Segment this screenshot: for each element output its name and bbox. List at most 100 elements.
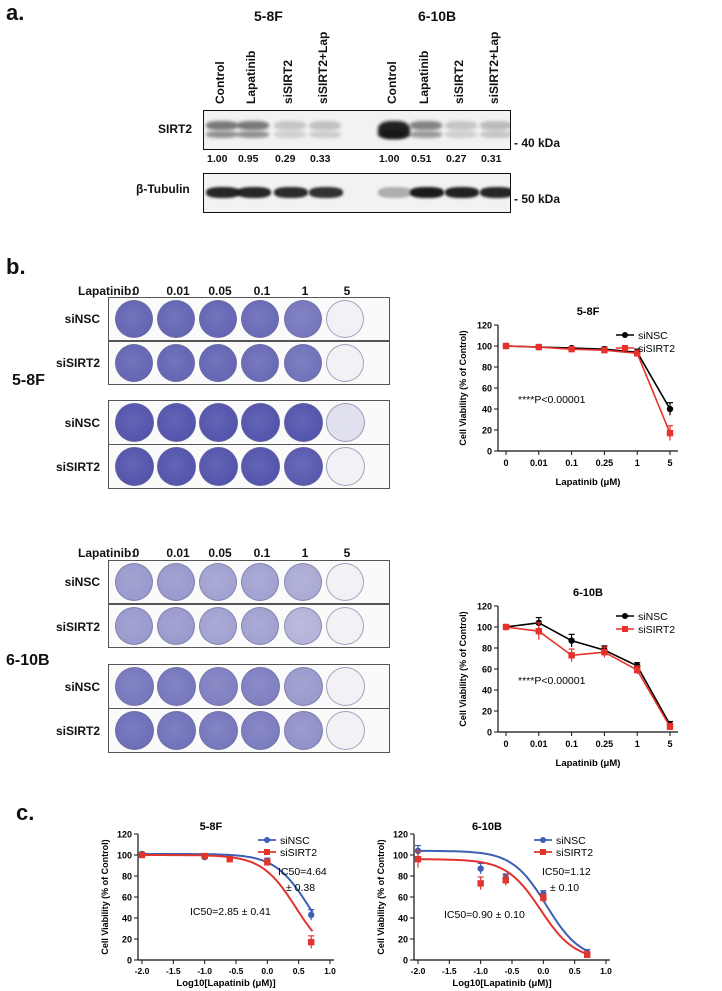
y-tick-label: 60 <box>482 665 492 675</box>
colony-well <box>326 667 365 706</box>
x-tick-label: 0.25 <box>596 458 614 468</box>
colony-well <box>284 344 322 382</box>
y-axis-label: Cell Viability (% of Control) <box>376 839 386 954</box>
x-axis-label: Log10[Lapatinib (μM)] <box>452 978 551 989</box>
colony-well <box>157 344 195 382</box>
lane-label: siSIRT2+Lap <box>487 31 501 104</box>
data-point-siSIRT2 <box>601 347 608 354</box>
legend-marker <box>540 837 546 843</box>
y-tick-label: 0 <box>487 728 492 738</box>
significance-annotation: ****P<0.00001 <box>518 675 586 687</box>
x-tick-label: 5 <box>667 458 672 468</box>
data-point-siNSC <box>666 405 674 413</box>
x-tick-label: 0.0 <box>537 966 549 976</box>
row-label: siNSC <box>64 416 100 430</box>
colony-well <box>199 711 238 750</box>
colony-well <box>326 447 365 486</box>
sirt2-band-lower <box>309 131 341 138</box>
y-tick-label: 80 <box>122 872 132 882</box>
row-label: siSIRT2 <box>55 724 100 738</box>
legend-label: siNSC <box>556 835 586 847</box>
data-point-siSIRT2 <box>601 649 608 656</box>
data-point-siSIRT2 <box>264 859 271 866</box>
row-label: siNSC <box>64 575 100 589</box>
x-tick-label: 1 <box>635 739 640 749</box>
sirt2-band <box>445 121 477 130</box>
y-tick-label: 60 <box>398 893 408 903</box>
x-tick-label: -1.0 <box>197 966 212 976</box>
quant-value: 0.31 <box>481 153 502 165</box>
legend-marker <box>540 849 546 855</box>
data-point-siSIRT2 <box>308 938 315 946</box>
row-label: siNSC <box>64 312 100 326</box>
colony-well <box>157 300 195 338</box>
bottom-dose: 0 <box>132 546 140 560</box>
panel-b-letter: b. <box>6 254 26 279</box>
x-tick-label: 1.0 <box>600 966 612 976</box>
sirt2-band <box>410 121 442 130</box>
colony-well <box>199 403 238 442</box>
tubulin-band <box>378 187 412 198</box>
y-tick-label: 40 <box>398 914 408 924</box>
y-tick-label: 80 <box>482 644 492 654</box>
colony-well <box>326 344 364 382</box>
y-tick-label: 20 <box>398 935 408 945</box>
row-label: siSIRT2 <box>55 460 100 474</box>
colony-well <box>115 344 153 382</box>
data-point-siNSC <box>477 865 484 872</box>
x-tick-label: -1.5 <box>442 966 457 976</box>
x-tick-label: 5 <box>667 739 672 749</box>
tubulin-band <box>237 187 271 198</box>
colony-well <box>157 711 196 750</box>
x-tick-label: 0.5 <box>293 966 305 976</box>
legend-marker <box>264 849 270 855</box>
colony-well <box>199 607 237 645</box>
chart-title: 5-8F <box>200 821 223 833</box>
lane-label: Control <box>213 61 227 104</box>
top-dose: 5 <box>343 284 351 298</box>
y-axis-label: Cell Viability (% of Control) <box>458 330 468 445</box>
y-tick-label: 80 <box>482 363 492 373</box>
legend-marker <box>622 332 628 338</box>
colony-well <box>157 667 196 706</box>
tubulin-band <box>274 187 308 198</box>
y-tick-label: 40 <box>482 405 492 415</box>
tubulin-band <box>410 187 444 198</box>
colony-well <box>241 447 280 486</box>
viability-chart-6-10b: 6-10B 0 20 40 60 80 100 120 0 0.01 0.1 0.25 1 5 Lapati… <box>458 587 678 769</box>
y-tick-label: 80 <box>398 872 408 882</box>
colony-well <box>326 300 364 338</box>
colony-well <box>284 300 322 338</box>
quant-value: 0.95 <box>238 153 259 165</box>
tubulin-band <box>206 187 240 198</box>
y-axis-label: Cell Viability (% of Control) <box>100 839 110 954</box>
ic50-chart-6-10b: 6-10B 0 20 40 60 80 100 120 -2.0 -1.5 -1.0 -0.5 0.0 0… <box>376 821 612 989</box>
colony-well <box>284 563 322 601</box>
colony-well <box>157 447 196 486</box>
colony-well <box>199 563 237 601</box>
top-dose: 0.01 <box>166 284 190 298</box>
quant-value: 0.29 <box>275 153 296 165</box>
top-dose: 0 <box>132 284 140 298</box>
colony-well <box>199 667 238 706</box>
data-point-siSIRT2 <box>414 856 422 863</box>
chart-title: 6-10B <box>472 821 502 833</box>
legend-label: siNSC <box>638 611 668 623</box>
tubulin-band <box>480 187 510 198</box>
y-tick-label: 120 <box>477 321 492 331</box>
y-tick-label: 120 <box>117 830 132 840</box>
bottom-dose: 5 <box>343 546 351 560</box>
panel-c-letter: c. <box>16 800 35 825</box>
fit-curve-siNSC <box>418 849 589 953</box>
x-tick-label: 1.0 <box>324 966 336 976</box>
lane-label: siSIRT2+Lap <box>316 31 330 104</box>
data-point-siSIRT2 <box>201 852 208 860</box>
bottom-dose: 0.01 <box>166 546 190 560</box>
sirt2-band <box>480 121 510 130</box>
row-label: siSIRT2 <box>55 356 100 370</box>
colony-well <box>115 711 154 750</box>
y-tick-label: 100 <box>393 851 408 861</box>
chart-title: 6-10B <box>573 587 603 599</box>
series-line-siSIRT2 <box>505 626 671 728</box>
bottom-dose: 1 <box>301 546 309 560</box>
